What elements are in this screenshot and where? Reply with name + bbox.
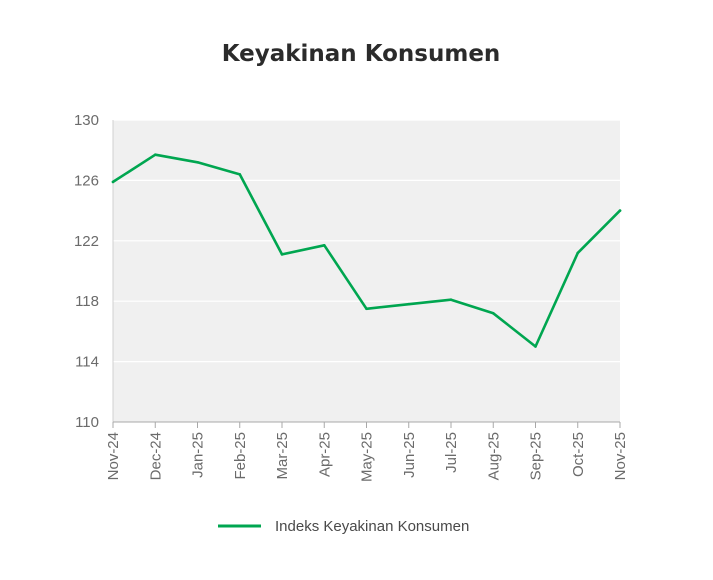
y-tick-label: 110 bbox=[75, 414, 99, 431]
data-point bbox=[576, 251, 580, 255]
y-tick-label: 118 bbox=[75, 293, 99, 310]
data-point bbox=[238, 173, 242, 176]
x-tick-label: Nov-25 bbox=[612, 432, 629, 480]
data-point bbox=[491, 311, 495, 315]
x-tick-label: Feb-25 bbox=[232, 432, 249, 480]
y-tick-label: 130 bbox=[74, 112, 99, 129]
chart-title: Keyakinan Konsumen bbox=[222, 41, 501, 67]
legend-label: Indeks Keyakinan Konsumen bbox=[275, 518, 469, 535]
x-tick-label: Jul-25 bbox=[443, 432, 460, 473]
data-point bbox=[407, 302, 411, 306]
x-tick-label: Sep-25 bbox=[528, 432, 545, 480]
y-tick-label: 114 bbox=[75, 354, 99, 371]
data-point bbox=[534, 345, 537, 348]
data-point bbox=[280, 253, 284, 256]
x-tick-label: Oct-25 bbox=[570, 432, 587, 477]
x-tick-labels: Nov-24 Dec-24 Jan-25 Feb-25 Mar-25 Apr-25 May-… bbox=[105, 432, 629, 482]
x-tick-label: Mar-25 bbox=[274, 432, 291, 480]
x-tick-label: Apr-25 bbox=[316, 432, 333, 477]
data-point bbox=[365, 307, 368, 311]
x-tick-label: May-25 bbox=[359, 432, 376, 482]
data-point bbox=[322, 244, 326, 247]
x-tick-label: Jun-25 bbox=[401, 432, 418, 478]
y-tick-label: 126 bbox=[74, 172, 99, 189]
data-point bbox=[196, 160, 199, 164]
axes bbox=[112, 120, 621, 428]
data-point bbox=[449, 298, 453, 301]
x-tick-label: Nov-24 bbox=[105, 432, 122, 480]
data-point bbox=[153, 153, 157, 157]
gridlines bbox=[113, 119, 620, 363]
legend: Indeks Keyakinan Konsumen bbox=[218, 518, 469, 535]
x-tick-label: Jan-25 bbox=[190, 432, 207, 478]
data-point bbox=[111, 180, 115, 184]
y-tick-label: 122 bbox=[74, 233, 99, 250]
y-tick-labels: 110 114 118 122 126 130 bbox=[74, 112, 99, 431]
series-lines bbox=[111, 153, 622, 348]
plot-area bbox=[113, 120, 620, 422]
x-tick-label: Aug-25 bbox=[485, 432, 502, 480]
x-tick-label: Dec-24 bbox=[147, 432, 164, 480]
data-point bbox=[618, 209, 622, 212]
